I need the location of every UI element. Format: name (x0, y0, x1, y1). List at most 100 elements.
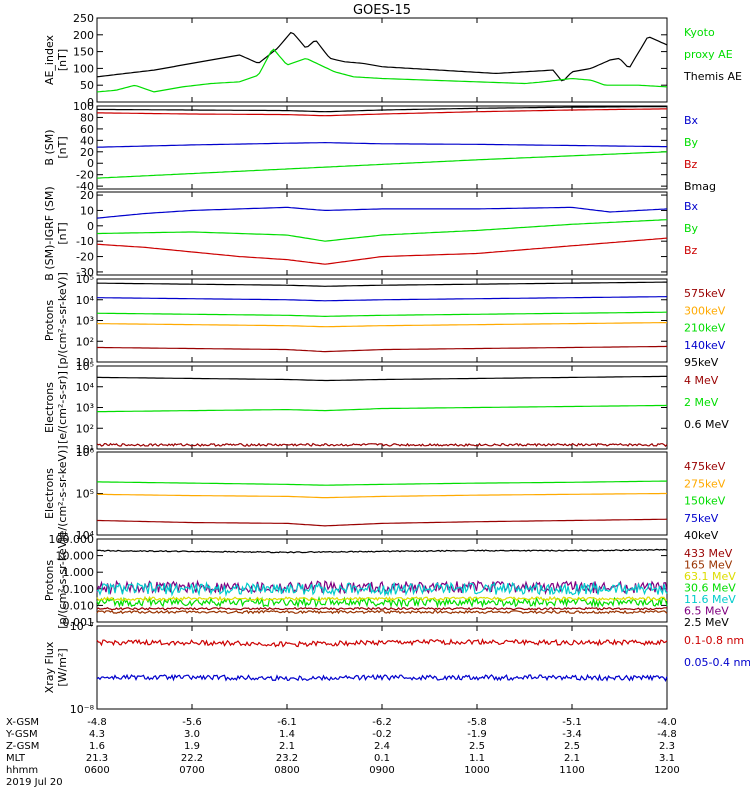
panel-4-ytick-label-4: 10⁵ (76, 273, 94, 286)
panel-2-ytick-label-6: 80 (80, 111, 94, 124)
panel-3-ytick-label-5: 20 (80, 189, 94, 202)
panel-4-series-3 (97, 322, 667, 328)
panel-8-frame (96, 625, 668, 710)
ephemeris-value-0-1: -5.6 (182, 717, 202, 728)
panel-5-legend-2: 0.6 MeV (684, 418, 729, 431)
panel-8-ylabel-line-0: Xray Flux (43, 641, 56, 693)
panel-2-ytick-label-2: 0 (87, 157, 94, 170)
panel-7-ytick-label-0: 0.001 (63, 616, 95, 629)
panel-4-ylabel-line-0: Protons (43, 300, 56, 341)
panel-3-ytick-label-3: 0 (87, 220, 94, 233)
panel-6-ytick-label-1: 10⁵ (76, 488, 94, 501)
panel-2-ytick-label-3: 20 (80, 146, 94, 159)
panel-1-ytick-label-0: 0 (87, 96, 94, 109)
panel-1-legend-2: Themis AE (683, 70, 742, 83)
panel-7-ytick-label-2: 0.100 (63, 583, 95, 596)
panel-3-ytick-label-0: -30 (76, 266, 94, 279)
panel-7-legend-2: 63.1 MeV (684, 570, 736, 583)
ephemeris-value-4-0: 0600 (84, 765, 109, 776)
ephemeris-value-3-4: 1.1 (469, 753, 485, 764)
panel-1-frame (96, 17, 668, 103)
panel-8-legend-0: 0.1-0.8 nm (684, 634, 744, 647)
panel-5-ylabel-line-1: [e/(cm²-s-sr)] (56, 371, 69, 444)
panel-3-series-2 (96, 237, 668, 265)
ephemeris-value-2-3: 2.4 (374, 741, 390, 752)
panel-4-ytick-label-1: 10² (76, 335, 94, 348)
panel-6-series-0 (97, 518, 668, 527)
panel-3-series-0 (96, 206, 668, 219)
panel-2-ylabel-line-0: B (SM) (43, 129, 56, 165)
panel-3-ylabel-line-0: B (SM)-IGRF (SM) (43, 186, 56, 280)
panel-3-ytick-label-1: -20 (76, 251, 94, 264)
panel-3-legend-2: Bz (684, 244, 698, 257)
panel-1-legend-0: Kyoto (684, 26, 715, 39)
panel-4-series-4 (97, 345, 668, 353)
panel-2-frame (96, 105, 668, 190)
panel-2-ylabel-line-1: [nT] (56, 136, 69, 158)
panel-7-ytick-label-3: 1.000 (63, 566, 95, 579)
panel-7-legend-4: 11.6 MeV (684, 593, 736, 606)
panel-1-ylabel-line-1: [nT] (56, 49, 69, 71)
panel-3-series-1 (97, 219, 668, 242)
panel-4-ytick-label-3: 10⁴ (76, 294, 95, 307)
panel-6-legend-1: 275keV (684, 477, 726, 490)
panel-2-legend-2: Bz (684, 158, 698, 171)
ephemeris-value-3-5: 2.1 (564, 753, 580, 764)
ephemeris-label-3: MLT (6, 753, 26, 764)
panel-4-legend-4: 95keV (684, 356, 719, 369)
panel-2-series-2 (96, 141, 667, 148)
ephemeris-value-4-5: 1100 (559, 765, 584, 776)
panel-1-ytick-label-5: 250 (73, 12, 94, 25)
panel-7-legend-1: 165 MeV (684, 559, 733, 572)
ephemeris-label-2: Z-GSM (6, 741, 39, 752)
panel-7-legend-3: 30.6 MeV (684, 582, 736, 595)
ephemeris-value-4-6: 1200 (654, 765, 679, 776)
panel-2-legend-1: By (684, 136, 699, 149)
ephemeris-label-4: hhmm (6, 765, 38, 776)
panel-5-ytick-label-2: 10³ (76, 402, 94, 415)
panel-7-series-5 (96, 609, 668, 615)
ephemeris-value-3-2: 23.2 (276, 753, 298, 764)
panel-7-legend-0: 433 MeV (684, 547, 733, 560)
ephemeris-value-1-1: 3.0 (184, 729, 200, 740)
panel-8-ytick-label-0: 10⁻⁸ (70, 703, 95, 716)
panel-5-ytick-label-0: 10¹ (76, 443, 94, 456)
ephemeris-value-2-6: 2.3 (659, 741, 675, 752)
ephemeris-value-3-1: 22.2 (181, 753, 203, 764)
panel-2-series-3 (96, 151, 668, 179)
ephemeris-value-2-5: 2.5 (564, 741, 580, 752)
panel-1-ylabel-line-0: AE_index (43, 34, 56, 85)
panel-4-legend-2: 210keV (684, 322, 726, 335)
panel-4-series-1 (97, 296, 668, 302)
panel-4-series-0 (96, 281, 667, 287)
panel-8-ylabel-line-1: [W/m²] (56, 648, 69, 686)
panel-5-legend-1: 2 MeV (684, 396, 719, 409)
panel-1-series-0 (96, 31, 668, 82)
ephemeris-label-1: Y-GSM (5, 729, 38, 740)
ephemeris-value-1-3: -0.2 (372, 729, 392, 740)
ephemeris-value-3-0: 21.3 (86, 753, 108, 764)
ephemeris-value-3-3: 0.1 (374, 753, 390, 764)
panel-5-ytick-label-4: 10⁵ (76, 360, 94, 373)
chart-title: GOES-15 (353, 3, 411, 18)
panel-6-legend-4: 40keV (684, 529, 719, 542)
panel-3-frame (96, 191, 668, 276)
ephemeris-label-5: 2019 Jul 20 (6, 777, 63, 788)
panel-4-ytick-label-2: 10³ (76, 315, 94, 328)
ephemeris-value-1-6: -4.8 (657, 729, 677, 740)
panel-4-legend-0: 575keV (684, 287, 726, 300)
panel-2-ytick-label-5: 60 (80, 123, 94, 136)
panel-5-series-2 (96, 442, 668, 448)
ephemeris-value-0-2: -6.1 (277, 717, 297, 728)
panel-4-legend-1: 300keV (684, 304, 726, 317)
panel-3-ytick-label-2: -10 (76, 235, 94, 248)
panel-7-ylabel-line-1: [p/(cm²-s-sr-keV)] (56, 532, 69, 629)
panel-7-series-6 (96, 606, 667, 611)
panel-2-legend-3: Bmag (684, 180, 716, 193)
panel-6-legend-2: 150keV (684, 495, 726, 508)
ephemeris-value-0-4: -5.8 (467, 717, 487, 728)
panel-5-ytick-label-1: 10² (76, 422, 94, 435)
panel-6-legend-3: 75keV (684, 512, 719, 525)
ephemeris-value-0-0: -4.8 (87, 717, 107, 728)
